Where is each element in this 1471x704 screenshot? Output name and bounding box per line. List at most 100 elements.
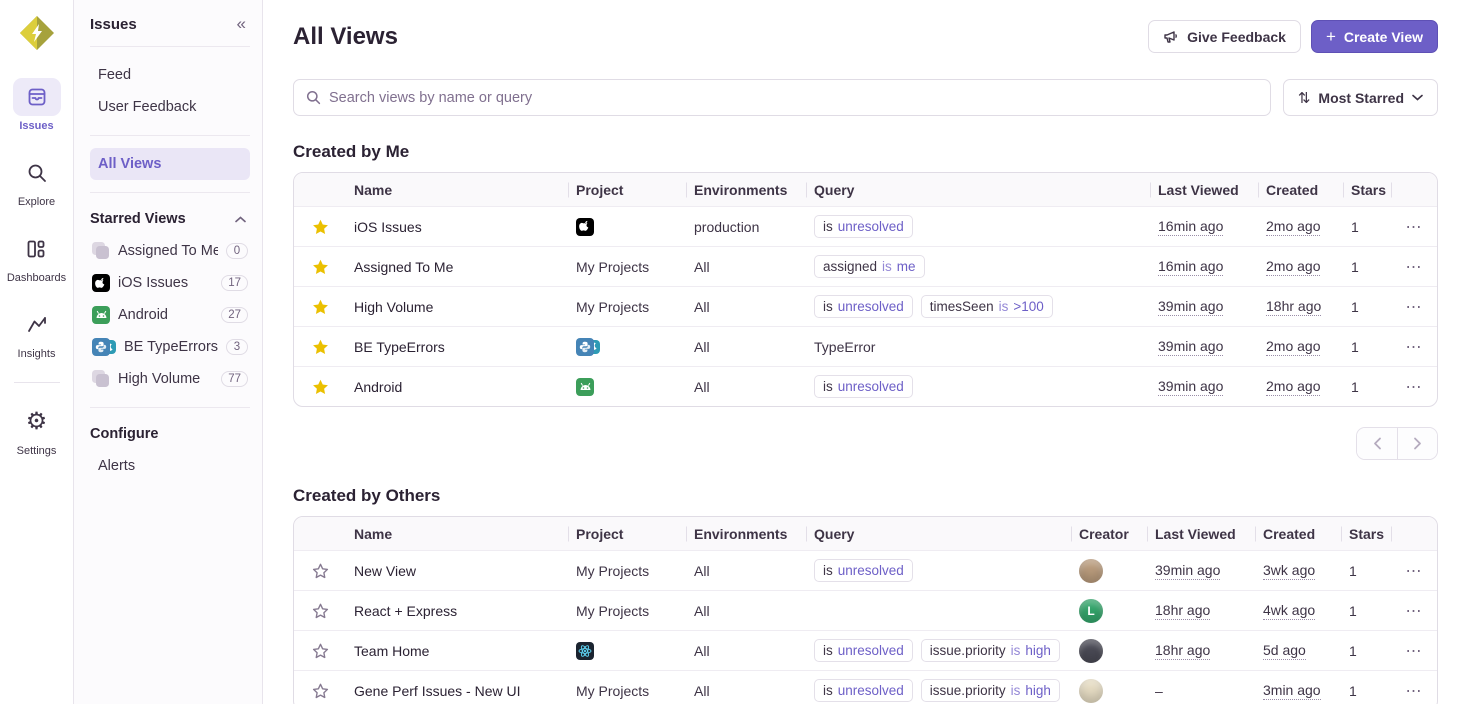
rail-item-settings[interactable]: ⚙ Settings — [13, 403, 61, 457]
star-toggle[interactable] — [294, 219, 346, 235]
view-name-link[interactable]: BE TypeErrors — [354, 339, 445, 355]
creator-avatar — [1079, 559, 1103, 583]
sidebar-item-feed[interactable]: Feed — [90, 59, 250, 91]
view-name-link[interactable]: iOS Issues — [354, 219, 422, 235]
give-feedback-button[interactable]: Give Feedback — [1148, 20, 1301, 53]
row-actions-menu[interactable]: ⋯ — [1391, 681, 1437, 701]
column-header-query: Query — [806, 526, 1071, 542]
star-toggle[interactable] — [294, 643, 346, 659]
sidebar-item-all-views[interactable]: All Views — [90, 148, 250, 180]
rail-label: Issues — [19, 120, 53, 132]
rail-label: Insights — [18, 348, 56, 360]
previous-page-button[interactable] — [1357, 428, 1397, 459]
view-name-link[interactable]: Team Home — [354, 643, 429, 659]
rail-label: Explore — [18, 196, 55, 208]
star-toggle[interactable] — [294, 683, 346, 699]
table-row: High Volume My Projects All isunresolved… — [294, 286, 1437, 326]
column-header-name: Name — [346, 182, 568, 198]
search-input[interactable] — [329, 90, 1258, 106]
main-content: All Views Give Feedback + Create View — [263, 0, 1471, 704]
star-toggle[interactable] — [294, 299, 346, 315]
row-actions-menu[interactable]: ⋯ — [1391, 377, 1437, 397]
project-cell: My Projects — [568, 603, 686, 619]
row-actions-menu[interactable]: ⋯ — [1391, 297, 1437, 317]
stars-count: 1 — [1341, 683, 1391, 699]
row-actions-menu[interactable]: ⋯ — [1391, 257, 1437, 277]
column-header-name: Name — [346, 526, 568, 542]
search-icon — [13, 154, 61, 192]
app-logo[interactable] — [18, 14, 56, 52]
query-cell: isunresolved — [806, 215, 1150, 238]
search-icon — [306, 90, 321, 105]
sidebar-item-android[interactable]: Android 27 — [90, 299, 250, 331]
sidebar-item-user-feedback[interactable]: User Feedback — [90, 91, 250, 123]
next-page-button[interactable] — [1397, 428, 1437, 459]
query-token: isunresolved — [814, 375, 913, 398]
created-value: 3wk ago — [1263, 562, 1315, 580]
creator-avatar — [1079, 639, 1103, 663]
star-toggle[interactable] — [294, 259, 346, 275]
row-actions-menu[interactable]: ⋯ — [1391, 601, 1437, 621]
starred-views-header[interactable]: Starred Views — [90, 205, 250, 235]
table-header-row: Name Project Environments Query Last Vie… — [294, 173, 1437, 206]
sidebar-item-be-typeerrors[interactable]: BE TypeErrors 3 — [90, 331, 250, 363]
query-cell: TypeError — [806, 339, 1150, 355]
column-header-last-viewed: Last Viewed — [1147, 526, 1255, 542]
column-header-environments: Environments — [686, 526, 806, 542]
created-by-others-table: Name Project Environments Query Creator … — [293, 516, 1438, 704]
creator-avatar: L — [1079, 599, 1103, 623]
environments-cell: production — [686, 219, 806, 235]
view-name-link[interactable]: Assigned To Me — [354, 259, 453, 275]
issues-sidebar: Issues « Feed User Feedback All Views St… — [74, 0, 263, 704]
star-outline-icon — [312, 643, 329, 659]
query-token: assignedisme — [814, 255, 925, 278]
row-actions-menu[interactable]: ⋯ — [1391, 217, 1437, 237]
star-toggle[interactable] — [294, 603, 346, 619]
project-cell: My Projects — [568, 683, 686, 699]
star-outline-icon — [312, 603, 329, 619]
sidebar-item-assigned-to-me[interactable]: Assigned To Me 0 — [90, 235, 250, 267]
last-viewed-value: 39min ago — [1158, 298, 1223, 316]
column-header-created: Created — [1258, 182, 1343, 198]
view-name-link[interactable]: New View — [354, 563, 416, 579]
rail-item-explore[interactable]: Explore — [13, 154, 61, 208]
section-title-created-by-me: Created by Me — [293, 142, 1438, 162]
rail-item-insights[interactable]: Insights — [13, 306, 61, 360]
projects-stack-icon — [92, 370, 110, 388]
row-actions-menu[interactable]: ⋯ — [1391, 561, 1437, 581]
collapse-sidebar-icon[interactable]: « — [237, 14, 246, 34]
sort-dropdown[interactable]: ⇅ Most Starred — [1283, 79, 1438, 116]
query-token: issue.priorityishigh — [921, 679, 1060, 702]
divider — [90, 192, 250, 193]
star-filled-icon — [312, 299, 329, 315]
count-badge: 27 — [221, 307, 248, 323]
star-toggle[interactable] — [294, 563, 346, 579]
query-token: isunresolved — [814, 639, 913, 662]
views-search[interactable] — [293, 79, 1271, 116]
view-name-link[interactable]: High Volume — [354, 299, 433, 315]
create-view-button[interactable]: + Create View — [1311, 20, 1438, 53]
query-token: timesSeenis>100 — [921, 295, 1053, 318]
table-row: BE TypeErrors All TypeError 39min — [294, 326, 1437, 366]
view-name-link[interactable]: React + Express — [354, 603, 457, 619]
table-row: Gene Perf Issues - New UI My Projects Al… — [294, 670, 1437, 704]
rail-item-issues[interactable]: Issues — [13, 78, 61, 132]
view-name-link[interactable]: Gene Perf Issues - New UI — [354, 683, 521, 699]
sidebar-item-high-volume[interactable]: High Volume 77 — [90, 363, 250, 395]
rail-item-dashboards[interactable]: Dashboards — [7, 230, 66, 284]
sidebar-item-ios-issues[interactable]: iOS Issues 17 — [90, 267, 250, 299]
star-toggle[interactable] — [294, 379, 346, 395]
projects-stack-icon — [92, 242, 110, 260]
row-actions-menu[interactable]: ⋯ — [1391, 337, 1437, 357]
rail-label: Dashboards — [7, 272, 66, 284]
environments-cell: All — [686, 683, 806, 699]
column-header-stars: Stars — [1341, 526, 1391, 542]
sidebar-item-alerts[interactable]: Alerts — [90, 450, 250, 482]
environments-cell: All — [686, 339, 806, 355]
view-name-link[interactable]: Android — [354, 379, 402, 395]
column-header-query: Query — [806, 182, 1150, 198]
star-toggle[interactable] — [294, 339, 346, 355]
query-token: isunresolved — [814, 215, 913, 238]
query-token: isunresolved — [814, 559, 913, 582]
row-actions-menu[interactable]: ⋯ — [1391, 641, 1437, 661]
